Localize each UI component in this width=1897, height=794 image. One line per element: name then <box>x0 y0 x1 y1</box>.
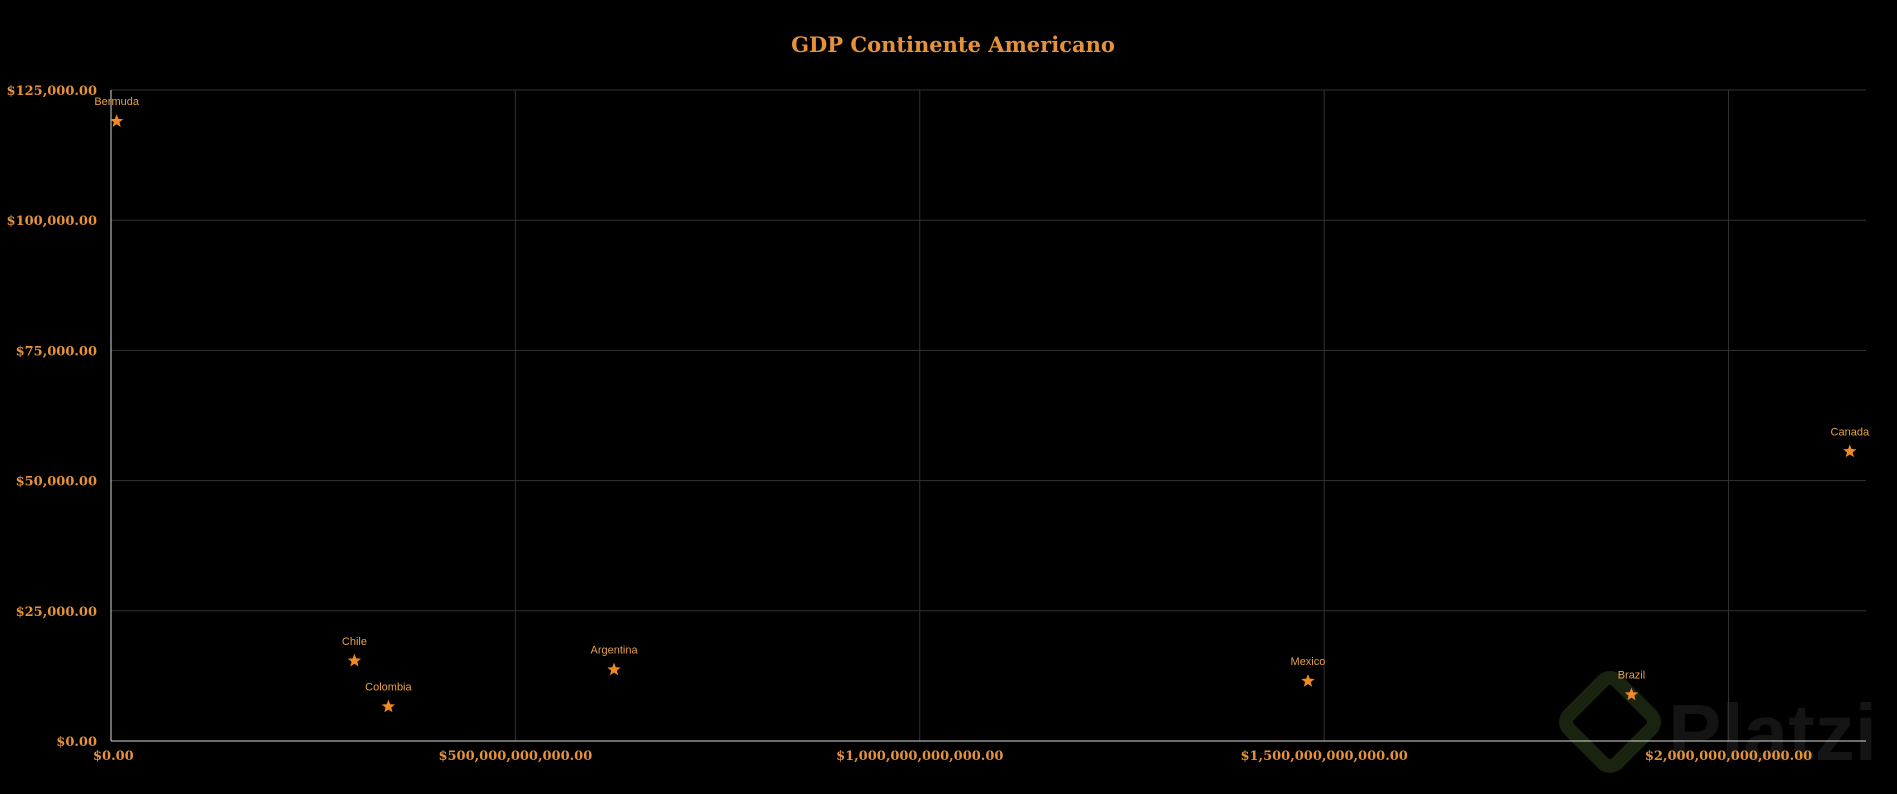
point-label: Bermuda <box>94 96 140 108</box>
star-icon <box>110 114 124 127</box>
star-icon <box>607 662 621 676</box>
point-label: Canada <box>1831 426 1870 438</box>
data-points: Bermuda Chile Colombia Argentina Mexico Brazi… <box>94 96 1870 713</box>
axes <box>110 90 1866 742</box>
chart-title: GDP Continente Americano <box>791 32 1115 57</box>
data-point[interactable]: Bermuda <box>94 96 140 127</box>
y-tick-label: $0.00 <box>56 735 97 750</box>
y-tick-label: $75,000.00 <box>16 344 97 359</box>
star-icon <box>1301 674 1315 687</box>
x-tick-label: $0.00 <box>93 749 134 764</box>
data-point[interactable]: Colombia <box>365 682 413 713</box>
point-label: Mexico <box>1291 656 1326 668</box>
star-icon <box>347 653 362 667</box>
x-tick-label: $500,000,000,000.00 <box>438 749 592 764</box>
y-axis-ticks: $0.00 $25,000.00 $50,000.00 $75,000.00 $100,… <box>7 84 97 750</box>
x-tick-label: $1,000,000,000,000.00 <box>836 749 1003 764</box>
point-label: Chile <box>342 636 367 648</box>
data-point[interactable]: Brazil <box>1618 670 1646 701</box>
platzi-logo-icon <box>1559 671 1661 773</box>
point-label: Colombia <box>365 682 412 694</box>
y-tick-label: $50,000.00 <box>16 475 97 490</box>
data-point[interactable]: Argentina <box>590 645 638 676</box>
x-tick-label: $1,500,000,000,000.00 <box>1240 749 1407 764</box>
x-axis-ticks: $0.00 $500,000,000,000.00 $1,000,000,000,0… <box>93 749 1812 764</box>
point-label: Argentina <box>590 645 638 657</box>
x-tick-label: $2,000,000,000,000.00 <box>1645 749 1812 764</box>
y-tick-label: $100,000.00 <box>7 214 97 229</box>
data-point[interactable]: Chile <box>342 636 367 667</box>
star-icon <box>1624 687 1639 701</box>
watermark-text: Platzi <box>1668 688 1877 777</box>
data-point[interactable]: Mexico <box>1291 656 1326 687</box>
y-tick-label: $125,000.00 <box>7 84 97 99</box>
y-tick-label: $25,000.00 <box>16 605 97 620</box>
point-label: Brazil <box>1618 670 1646 682</box>
data-point[interactable]: Canada <box>1831 426 1870 458</box>
star-icon <box>1843 444 1857 458</box>
star-icon <box>381 699 396 713</box>
gridlines <box>111 89 1866 741</box>
